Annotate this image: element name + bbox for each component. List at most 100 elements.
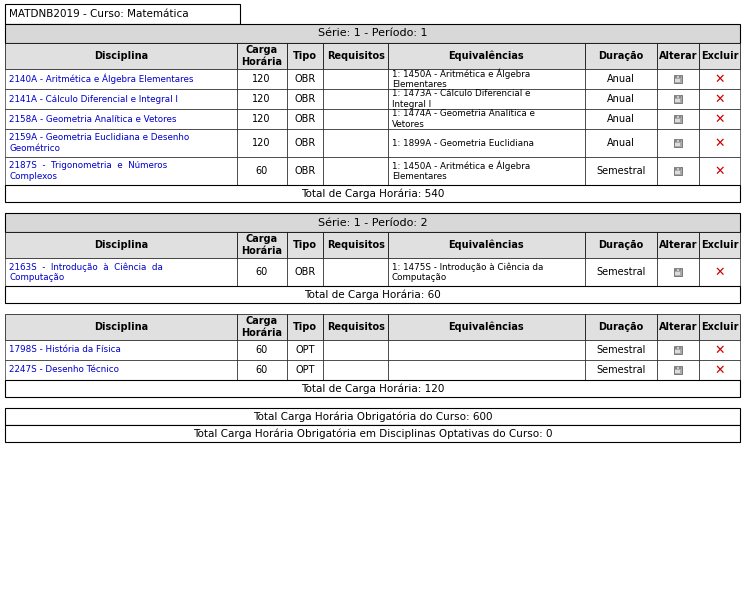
Text: 60: 60 xyxy=(256,166,267,176)
Text: 2247S - Desenho Técnico: 2247S - Desenho Técnico xyxy=(9,365,119,375)
Text: Excluir: Excluir xyxy=(700,240,738,250)
Bar xyxy=(323,360,388,380)
Bar xyxy=(699,69,740,89)
Bar xyxy=(388,258,585,286)
Bar xyxy=(675,346,681,349)
Bar xyxy=(676,99,680,102)
Bar xyxy=(323,69,388,89)
Bar xyxy=(5,89,236,109)
Bar xyxy=(388,69,585,89)
Text: 120: 120 xyxy=(253,138,270,148)
Text: Equivalências: Equivalências xyxy=(448,50,524,61)
Text: Tipo: Tipo xyxy=(293,322,317,332)
Bar xyxy=(657,69,699,89)
Bar xyxy=(677,95,679,97)
Bar xyxy=(388,157,585,185)
Bar xyxy=(676,171,680,174)
Bar xyxy=(5,380,740,397)
Text: 120: 120 xyxy=(253,114,270,124)
Text: Duração: Duração xyxy=(598,322,644,332)
Bar xyxy=(699,89,740,109)
Bar xyxy=(657,340,699,360)
Text: ✕: ✕ xyxy=(714,72,725,86)
Text: Semestral: Semestral xyxy=(596,166,646,176)
Bar xyxy=(287,109,323,129)
Bar xyxy=(5,157,236,185)
Bar xyxy=(388,314,585,340)
Text: Carga
Horária: Carga Horária xyxy=(241,316,282,338)
Bar xyxy=(699,129,740,157)
Bar xyxy=(287,89,323,109)
Text: 1798S - História da Física: 1798S - História da Física xyxy=(9,345,121,354)
Bar xyxy=(287,258,323,286)
Bar xyxy=(674,75,682,83)
Bar xyxy=(236,89,287,109)
Bar xyxy=(677,116,679,117)
Text: ✕: ✕ xyxy=(714,266,725,278)
Bar xyxy=(323,157,388,185)
Bar xyxy=(699,360,740,380)
Text: Alterar: Alterar xyxy=(659,240,697,250)
Text: 60: 60 xyxy=(256,267,267,277)
Bar xyxy=(236,109,287,129)
Text: Equivalências: Equivalências xyxy=(448,322,524,332)
Text: Semestral: Semestral xyxy=(596,365,646,375)
Bar xyxy=(5,286,740,303)
Bar xyxy=(674,95,682,103)
Bar xyxy=(674,346,682,354)
Bar xyxy=(323,340,388,360)
Text: 1: 1474A - Geometria Analítica e
Vetores: 1: 1474A - Geometria Analítica e Vetores xyxy=(392,109,535,129)
Bar xyxy=(675,366,681,369)
Text: OBR: OBR xyxy=(294,267,315,277)
Text: OBR: OBR xyxy=(294,138,315,148)
Bar xyxy=(5,69,236,89)
Text: Carga
Horária: Carga Horária xyxy=(241,45,282,67)
Text: ✕: ✕ xyxy=(714,364,725,376)
Bar xyxy=(676,79,680,82)
Bar xyxy=(657,89,699,109)
Bar xyxy=(5,129,236,157)
Bar xyxy=(674,139,682,147)
Bar xyxy=(675,167,681,170)
Bar xyxy=(676,119,680,122)
Bar xyxy=(236,232,287,258)
Text: Série: 1 - Período: 2: Série: 1 - Período: 2 xyxy=(317,218,428,227)
Bar xyxy=(677,367,679,368)
Text: Duração: Duração xyxy=(598,51,644,61)
Text: Total de Carga Horária: 120: Total de Carga Horária: 120 xyxy=(301,383,444,394)
Text: OPT: OPT xyxy=(295,345,314,355)
Bar xyxy=(236,157,287,185)
Bar xyxy=(5,314,236,340)
Bar xyxy=(323,258,388,286)
Text: 120: 120 xyxy=(253,94,270,104)
Text: 2141A - Cálculo Diferencial e Integral I: 2141A - Cálculo Diferencial e Integral I xyxy=(9,94,178,103)
Bar xyxy=(699,43,740,69)
Bar xyxy=(236,258,287,286)
Bar xyxy=(657,258,699,286)
Bar xyxy=(323,314,388,340)
Bar xyxy=(5,43,236,69)
Text: Excluir: Excluir xyxy=(700,322,738,332)
Text: 1: 1473A - Cálculo Diferencial e
Integral I: 1: 1473A - Cálculo Diferencial e Integra… xyxy=(392,89,530,109)
Bar xyxy=(676,370,680,373)
Bar xyxy=(236,69,287,89)
Bar xyxy=(699,258,740,286)
Text: ✕: ✕ xyxy=(714,165,725,178)
Text: OBR: OBR xyxy=(294,94,315,104)
Bar xyxy=(388,232,585,258)
Text: Alterar: Alterar xyxy=(659,51,697,61)
Text: Total de Carga Horária: 540: Total de Carga Horária: 540 xyxy=(301,188,444,199)
Bar xyxy=(677,269,679,271)
Bar xyxy=(675,268,681,271)
Bar xyxy=(5,408,740,425)
Text: Série: 1 - Período: 1: Série: 1 - Período: 1 xyxy=(318,29,427,38)
Bar xyxy=(236,129,287,157)
Text: Anual: Anual xyxy=(607,138,635,148)
Bar xyxy=(585,157,657,185)
Bar xyxy=(388,109,585,129)
Bar xyxy=(657,232,699,258)
Bar xyxy=(323,232,388,258)
Bar xyxy=(677,75,679,77)
Bar xyxy=(236,43,287,69)
Text: ✕: ✕ xyxy=(714,112,725,125)
